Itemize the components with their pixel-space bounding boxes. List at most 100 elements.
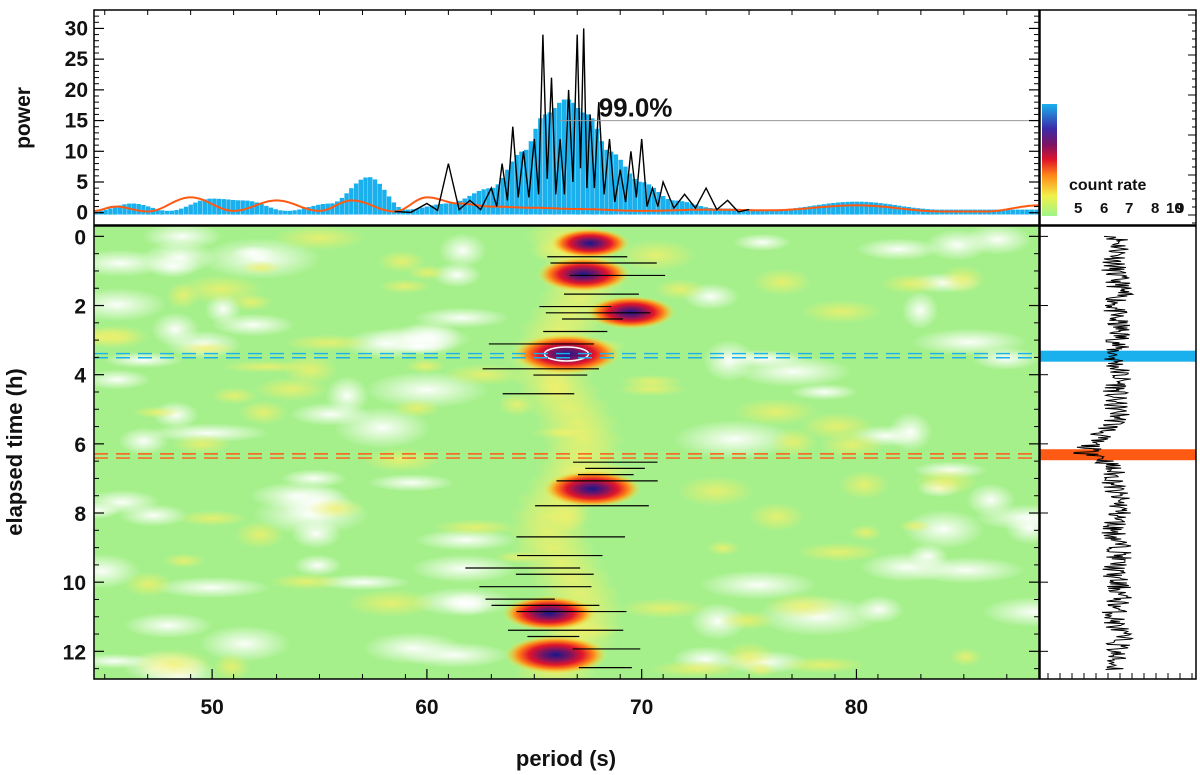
map-texture-patch [211, 313, 295, 337]
spectrum-bar [453, 202, 458, 215]
spectrum-bar [197, 200, 203, 215]
light-curve-highlight [1040, 449, 1196, 461]
spectrum-bar [854, 201, 860, 215]
spectrum-bar [897, 205, 902, 215]
map-texture-patch [888, 412, 933, 452]
map-texture-patch [764, 593, 842, 619]
colorbar-tick-label: 10 [1166, 200, 1183, 217]
map-texture-patch [176, 341, 237, 356]
spectrum-bar [580, 112, 586, 215]
spectrum-bar [547, 112, 553, 215]
map-texture-patch [153, 576, 271, 599]
spectrum-bar [816, 204, 822, 215]
spectrum-bar [509, 161, 515, 215]
map-texture-patch [971, 347, 1039, 371]
period-axis-label: period (s) [516, 746, 616, 771]
spectrum-bar [618, 159, 623, 215]
spectrum-series-blue [94, 99, 1039, 215]
map-texture-patch [797, 542, 882, 562]
map-texture-patch [940, 265, 985, 294]
spectrum-bar [306, 207, 312, 215]
map-hotspot [536, 256, 631, 292]
spectrum-bar [911, 207, 916, 215]
map-texture-patch [234, 520, 285, 549]
map-texture-patch [733, 233, 792, 251]
map-texture-patch [240, 260, 282, 275]
spectrum-bar [377, 183, 382, 215]
map-texture-patch [94, 327, 142, 347]
light-curve-line [1073, 235, 1135, 670]
spectrum-bar [845, 201, 850, 215]
map-hotspot [550, 228, 630, 259]
spectrum-bar [415, 208, 420, 215]
map-texture-patch [819, 432, 885, 458]
spectrum-bar [604, 149, 609, 215]
spectrum-bar [259, 204, 264, 215]
map-texture-patch [401, 642, 510, 668]
spectrum-bar [438, 203, 444, 215]
map-texture-patch [379, 279, 431, 294]
map-texture-patch [211, 387, 258, 405]
map-texture-patch [362, 448, 441, 472]
map-texture-patch [94, 369, 151, 390]
spectrum-bar [798, 207, 803, 215]
spectrum-bar [821, 204, 827, 215]
spectrum-bar [254, 202, 260, 215]
map-texture-patch [914, 468, 978, 496]
map-texture-patch [414, 307, 510, 329]
map-hotspot [543, 470, 642, 508]
map-texture-patch [293, 554, 342, 577]
spectrum-bar [1010, 209, 1016, 215]
map-texture-patch [433, 519, 518, 536]
spectrum-bar [320, 204, 326, 215]
spectrum-bar [717, 208, 723, 215]
spectrum-series-black [394, 28, 750, 214]
spectrum-bar [297, 209, 302, 215]
spectrum-bar [273, 209, 278, 215]
spectrum-bar [802, 206, 808, 215]
period-tick-label: 60 [415, 696, 438, 719]
spectrum-bar [850, 201, 855, 215]
map-texture-patch [438, 233, 487, 268]
power-tick-label: 25 [65, 48, 89, 71]
map-texture-patch [748, 502, 805, 532]
spectrum-bar [538, 118, 543, 215]
spectrum-bar [188, 204, 193, 215]
spectrum-bar [226, 199, 231, 215]
spectrum-bar [774, 209, 779, 215]
map-texture-patch [982, 596, 1039, 627]
map-texture-patch [733, 398, 818, 426]
period-tick-label: 70 [630, 696, 653, 719]
map-texture-patch [849, 524, 882, 541]
map-texture-patch [269, 573, 344, 590]
spectrum-bar [278, 210, 283, 215]
spectrum-bar [136, 204, 141, 215]
map-texture-patch [718, 349, 808, 368]
spectrum-bar [764, 209, 770, 215]
colorbar-frame [1039, 9, 1197, 226]
spectrum-bar [283, 210, 288, 215]
spectrum-bar [268, 207, 274, 215]
spectrum-bar [566, 99, 571, 215]
map-texture-patch [124, 571, 173, 597]
map-texture-patch [898, 519, 932, 533]
power-tick-label: 15 [65, 110, 89, 133]
map-texture-patch [254, 377, 329, 401]
spectrum-bar [590, 118, 595, 215]
light-curve-panel [1039, 225, 1197, 680]
colorbar-label: count rate [1069, 177, 1146, 194]
spectrum-bar [240, 200, 245, 215]
spectrum-bar [448, 203, 453, 215]
spectrum-bar [1029, 209, 1034, 215]
colorbar-tick-label: 6 [1100, 200, 1108, 217]
spectrum-bar [476, 191, 482, 215]
spectrum-bar [722, 208, 727, 215]
spectrum-bar [575, 108, 581, 215]
map-texture-patch [367, 474, 455, 492]
spectrum-bar [599, 141, 605, 215]
map-texture-patch [769, 428, 817, 457]
map-texture-patch [619, 598, 709, 619]
spectrum-bar [665, 199, 671, 215]
spectrum-bar [429, 205, 434, 215]
